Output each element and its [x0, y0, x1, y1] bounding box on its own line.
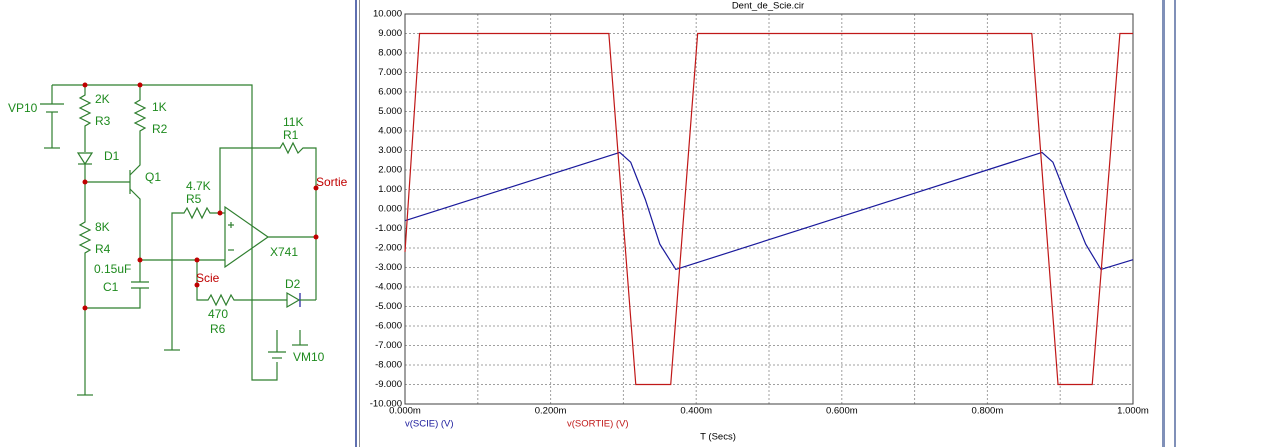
- resistor-r5: [171, 206, 225, 350]
- y-tick-label: -7.000: [375, 340, 402, 351]
- y-tick-label: -9.000: [375, 379, 402, 390]
- component-label: 8K: [95, 220, 110, 234]
- component-label: R6: [210, 322, 226, 336]
- x-tick-label: 0.800m: [972, 406, 1004, 417]
- series-line: [404, 32, 1133, 386]
- x-tick-label: 0.200m: [535, 406, 567, 417]
- component-label: 2K: [95, 92, 110, 106]
- y-tick-label: 4.000: [378, 126, 402, 137]
- y-tick-label: 10.000: [373, 9, 402, 20]
- component-label: D1: [104, 149, 120, 163]
- y-tick-label: -10.000: [370, 399, 402, 410]
- component-label: R2: [152, 122, 168, 136]
- x-tick-label: 1.000m: [1117, 406, 1149, 417]
- y-tick-label: 6.000: [378, 87, 402, 98]
- component-label: X741: [270, 245, 298, 259]
- scrollbar: [1162, 0, 1165, 447]
- y-tick-label: -8.000: [375, 360, 402, 371]
- legend-entry: v(SCIE) (V): [405, 419, 454, 430]
- y-tick-label: 3.000: [378, 145, 402, 156]
- x-tick-label: 0.600m: [826, 406, 858, 417]
- splitter: [359, 0, 360, 447]
- y-tick-label: 5.000: [378, 106, 402, 117]
- y-tick-label: -4.000: [375, 282, 402, 293]
- chart-title: Dent_de_Scie.cir: [732, 1, 804, 12]
- y-tick-label: 8.000: [378, 48, 402, 59]
- y-tick-label: 7.000: [378, 67, 402, 78]
- wire: [129, 188, 141, 282]
- series-line: [404, 151, 1134, 271]
- component-label: 4.7K: [186, 179, 211, 193]
- component-label: Scie: [196, 271, 220, 285]
- component-label: 11K: [283, 115, 303, 129]
- component-label: Q1: [145, 170, 161, 184]
- component-label: VM10: [293, 350, 325, 364]
- component-label: R5: [186, 192, 202, 206]
- resistor-r6: [196, 260, 287, 307]
- y-tick-label: 0.000: [378, 204, 402, 215]
- y-tick-label: -3.000: [375, 262, 402, 273]
- opamp-x741: [224, 205, 270, 269]
- y-tick-label: -2.000: [375, 243, 402, 254]
- resistor-r2: [129, 85, 147, 176]
- legend-entry: v(SORTIE) (V): [567, 419, 629, 430]
- component-label: C1: [103, 280, 119, 294]
- component-label: Sortie: [316, 175, 348, 189]
- y-tick-label: -5.000: [375, 301, 402, 312]
- scrollbar: [1174, 0, 1176, 447]
- x-axis-label: T (Secs): [700, 432, 736, 443]
- component-label: VP10: [8, 101, 38, 115]
- component-label: R3: [95, 114, 111, 128]
- component-label: R1: [283, 128, 299, 142]
- diode-d2: [286, 291, 301, 309]
- diode-d1: [76, 152, 94, 166]
- x-tick-label: 0.400m: [680, 406, 712, 417]
- y-tick-label: 2.000: [378, 165, 402, 176]
- resistor-r1: [219, 141, 317, 300]
- splitter: [355, 0, 357, 447]
- resistor-r3: [78, 85, 92, 152]
- component-label: 1K: [152, 100, 167, 114]
- nodes: [82, 82, 319, 311]
- chart: Dent_de_Scie.cir T (Secs) 10.000 9.000 8.0…: [370, 1, 1149, 443]
- component-label: 0.15uF: [94, 262, 131, 276]
- component-label: D2: [285, 277, 301, 291]
- y-tick-label: -1.000: [375, 223, 402, 234]
- plot-frame: [404, 13, 1134, 405]
- y-tick-label: 1.000: [378, 184, 402, 195]
- schematic: [40, 82, 319, 396]
- y-tick-label: 9.000: [378, 28, 402, 39]
- x-tick-label: 0.000m: [389, 406, 421, 417]
- wire: [52, 84, 278, 381]
- y-tick-label: -6.000: [375, 321, 402, 332]
- resistor-r4: [78, 164, 92, 395]
- component-label: R4: [95, 242, 111, 256]
- side-panel: [1160, 0, 1280, 447]
- wire: [85, 288, 141, 309]
- component-label: 470: [208, 307, 228, 321]
